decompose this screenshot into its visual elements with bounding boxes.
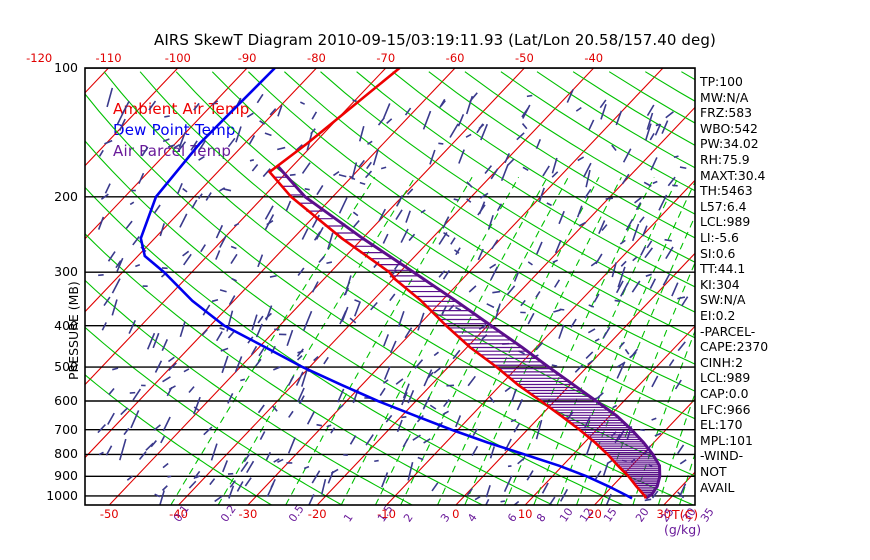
- parameter-row: CAP:0.0: [700, 386, 749, 401]
- pressure-tick: 700: [54, 421, 78, 437]
- parameter-row: LCL:989: [700, 214, 751, 230]
- parameter-row: NOT: [700, 464, 727, 479]
- legend-item-2: Dew Point Temp: [113, 121, 236, 139]
- pressure-tick: 900: [54, 468, 78, 484]
- parameter-row: RH:75.9: [700, 152, 750, 167]
- bottom-temp-tick: 0: [452, 507, 460, 521]
- x-axis-temp-label: T(C): [672, 507, 699, 522]
- pressure-tick: 600: [54, 392, 78, 408]
- bottom-temp-tick: -10: [377, 507, 396, 521]
- top-temp-tick: -80: [307, 51, 326, 65]
- parameter-row: L57:6.4: [700, 198, 747, 214]
- pressure-tick: 100: [54, 60, 78, 75]
- pressure-tick: 1000: [46, 487, 78, 503]
- parameter-row: TH:5463: [700, 183, 753, 199]
- parameter-row: MAXT:30.4: [700, 167, 766, 183]
- top-temp-tick: -120: [26, 51, 53, 65]
- parameter-row: LI:-5.6: [700, 230, 739, 245]
- parameter-row: SI:0.6: [700, 245, 736, 261]
- bottom-temp-tick: 20: [587, 507, 602, 521]
- top-temp-tick: -50: [515, 51, 534, 65]
- pressure-tick: 400: [54, 317, 78, 333]
- top-temp-tick: -60: [445, 51, 465, 65]
- parameter-row: LFC:966: [700, 401, 751, 417]
- bottom-temp-tick: -40: [169, 507, 188, 521]
- parameter-row: CAPE:2370: [700, 339, 769, 355]
- parameter-row: MPL:101: [700, 432, 753, 448]
- pressure-tick: 500: [54, 359, 78, 375]
- top-temp-tick: -40: [584, 51, 604, 65]
- pressure-tick: 800: [54, 446, 78, 462]
- top-temp-tick: -110: [95, 51, 122, 65]
- top-temp-tick: -100: [164, 51, 191, 65]
- page-title: AIRS SkewT Diagram 2010-09-15/03:19:11.9…: [154, 31, 716, 49]
- parameter-row: -PARCEL-: [700, 323, 756, 339]
- parameter-row: SW:N/A: [700, 292, 746, 308]
- parameter-row: MW:N/A: [700, 89, 749, 105]
- bottom-temp-tick: 30: [656, 507, 672, 521]
- parameter-row: EI:0.2: [700, 308, 736, 323]
- parameter-row: WBO:542: [700, 120, 758, 136]
- bottom-temp-tick: -30: [238, 507, 258, 521]
- parameter-row: -WIND-: [700, 448, 744, 464]
- parameter-row: CINH:2: [700, 354, 743, 370]
- top-temp-tick: -90: [237, 51, 257, 65]
- bottom-temp-tick: 10: [517, 507, 533, 521]
- x-axis-mixing-label: (g/kg): [664, 522, 702, 537]
- parameter-row: PW:34.02: [700, 136, 759, 152]
- pressure-tick: 200: [54, 188, 78, 204]
- parameter-row: TP:100: [700, 74, 743, 89]
- bottom-temp-tick: -50: [99, 507, 119, 521]
- bottom-temp-tick: -20: [307, 507, 327, 521]
- parameter-row: LCL:989: [700, 370, 751, 386]
- parameter-row: EL:170: [700, 417, 743, 433]
- parameter-row: FRZ:583: [700, 105, 753, 121]
- parameter-row: TT:44.1: [700, 261, 746, 277]
- pressure-tick: 300: [54, 264, 78, 280]
- parameter-row: AVAIL: [700, 479, 735, 495]
- top-temp-tick: -70: [376, 51, 396, 65]
- parameter-row: KI:304: [700, 276, 740, 292]
- legend-item-1: Ambient Air Temp: [113, 100, 250, 118]
